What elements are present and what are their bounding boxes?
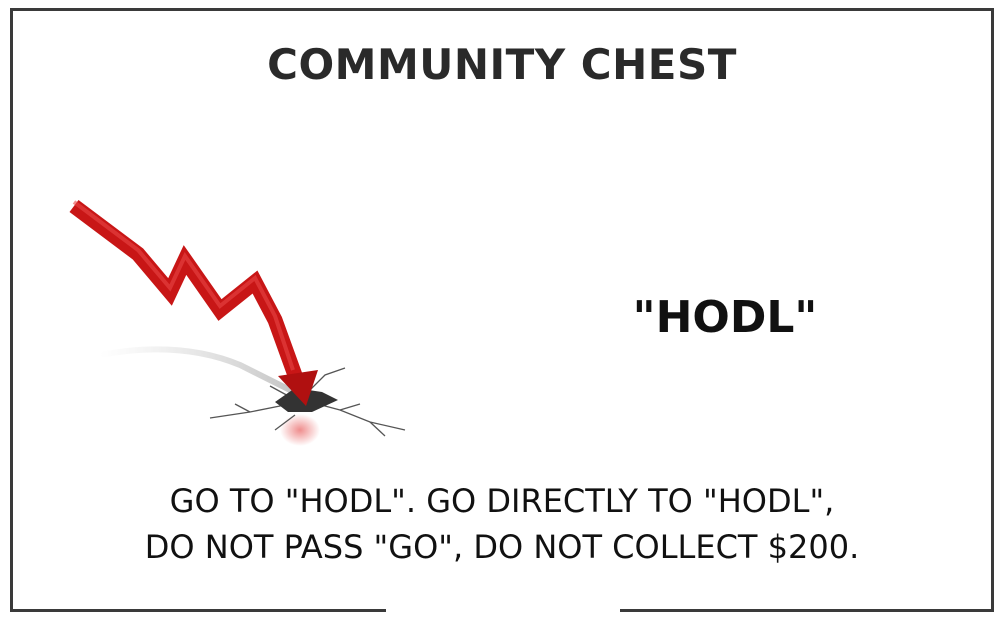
instruction-line-1: GO TO "HODL". GO DIRECTLY TO "HODL", [169, 482, 835, 520]
arrow-shadow [97, 346, 303, 398]
card-headline: "HODL" [632, 292, 818, 343]
ground-cracks [209, 367, 406, 437]
arrow-head [278, 370, 318, 406]
instruction-line-2: DO NOT PASS "GO", DO NOT COLLECT $200. [144, 528, 860, 566]
card-border-bottom-left [10, 609, 386, 612]
card-border-bottom-right [620, 609, 994, 612]
crashing-red-arrow-icon [69, 200, 406, 446]
impact-glow [280, 414, 320, 446]
card-border-top [10, 8, 994, 11]
card-border-left [10, 8, 13, 612]
card-border-right [991, 8, 994, 612]
card-title: COMMUNITY CHEST [267, 40, 737, 89]
arrow-highlight [72, 200, 295, 371]
card-instructions: GO TO "HODL". GO DIRECTLY TO "HODL", DO … [0, 478, 1004, 570]
